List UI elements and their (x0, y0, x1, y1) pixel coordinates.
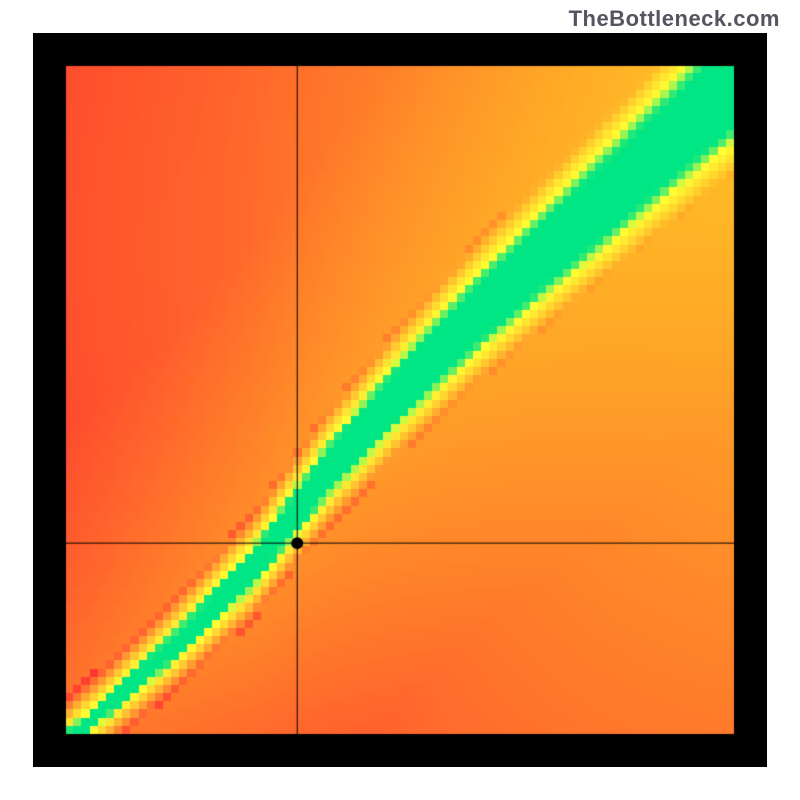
watermark-text: TheBottleneck.com (569, 6, 780, 32)
bottleneck-heatmap (33, 33, 767, 767)
